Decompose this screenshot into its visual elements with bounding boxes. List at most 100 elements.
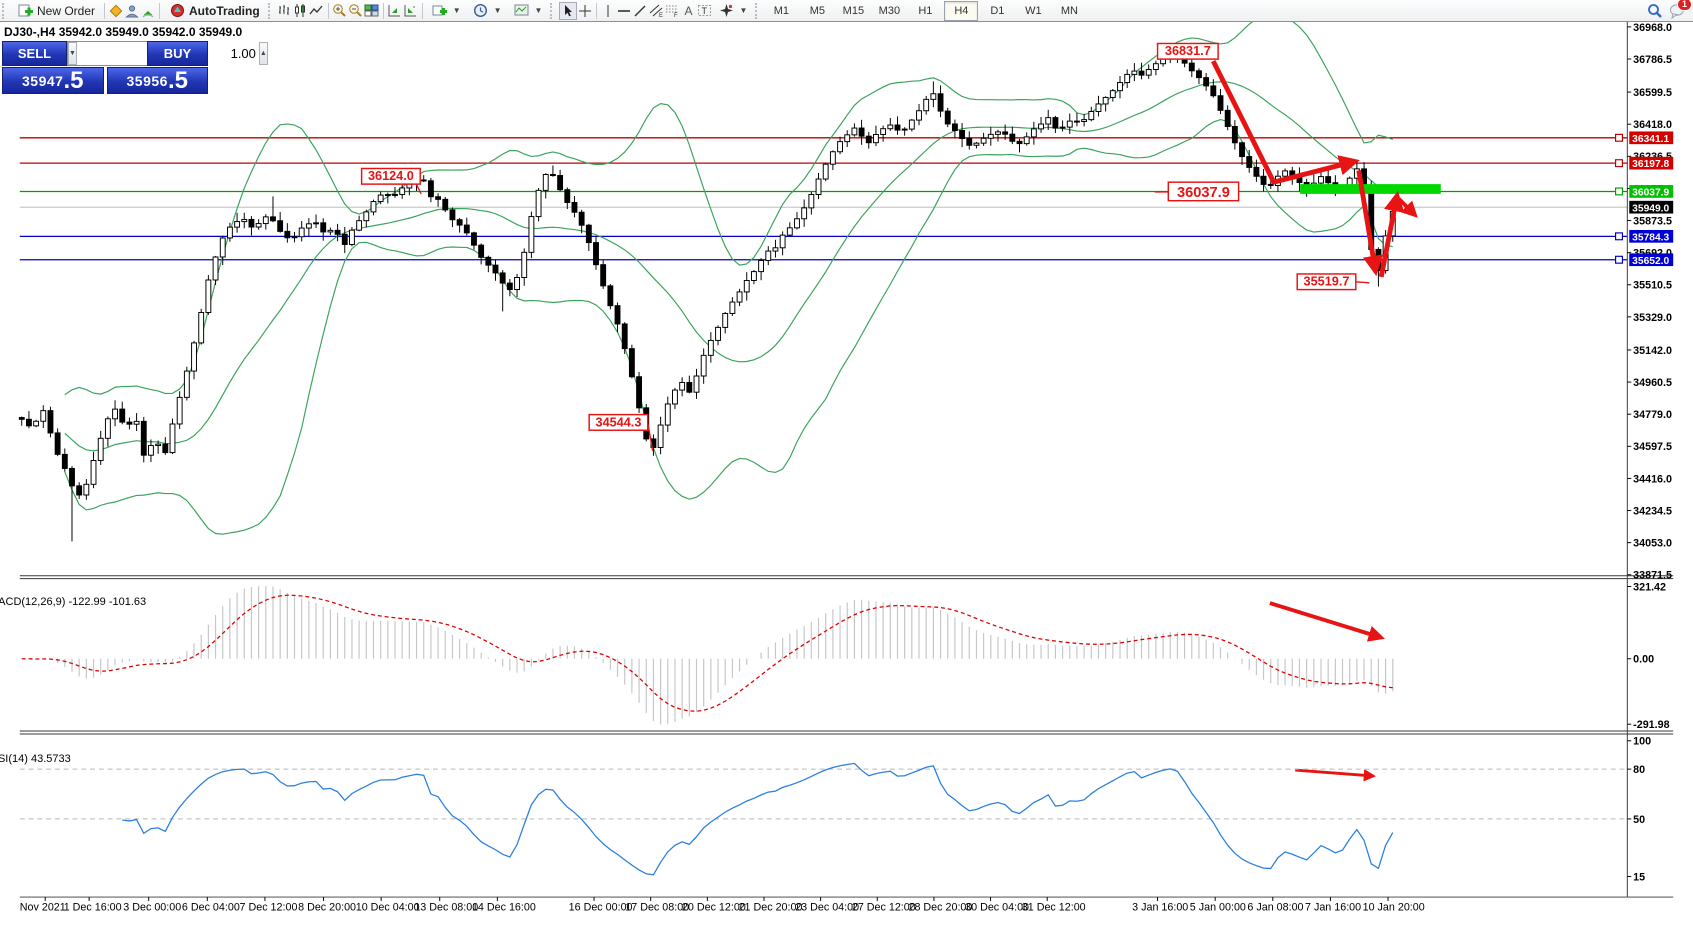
chart-ohlc-title: DJ30-,H4 35942.0 35949.0 35942.0 35949.0 — [4, 25, 243, 39]
shapes-button[interactable]: ▼ — [712, 0, 753, 22]
red-arrow-annotation[interactable] — [1211, 59, 1360, 185]
axes: 36968.036786.536599.536418.036236.536055… — [19, 22, 1674, 898]
time-tick-label: 8 Dec 20:00 — [298, 902, 356, 914]
price-tick-label: 35329.0 — [1633, 312, 1672, 324]
periods-button[interactable]: ▼ — [467, 0, 508, 22]
sell-button[interactable]: SELL — [2, 41, 67, 66]
price-label-annotations[interactable]: 36831.7 36124.0 36037.9 35519.7 34544.3 — [360, 42, 1370, 451]
candlestick-icon[interactable] — [293, 3, 309, 19]
channel-tool-icon[interactable]: E — [648, 3, 664, 19]
notifications-icon[interactable]: 1 — [1669, 0, 1692, 19]
text-tool-icon[interactable]: A — [684, 3, 693, 18]
add-indicator-button[interactable]: ▼ — [426, 0, 467, 22]
arrange-left-icon[interactable] — [387, 3, 403, 19]
timeframe-button-m30[interactable]: M30 — [878, 4, 901, 17]
line-endpoint-marker[interactable] — [1615, 232, 1624, 241]
sell-price-button[interactable]: 35947.5 — [2, 67, 104, 94]
cursor-icon[interactable] — [559, 1, 578, 20]
add-indicator-icon — [432, 3, 448, 19]
price-label-box[interactable] — [1156, 42, 1219, 60]
price-tick-label: 34960.5 — [1633, 377, 1672, 389]
clock-icon — [473, 3, 489, 19]
macd-tick-label: 0.00 — [1633, 654, 1654, 666]
line-endpoint-marker[interactable] — [1615, 255, 1624, 264]
label-tool-icon[interactable]: T — [696, 3, 712, 19]
sell-price-main: 35947 — [22, 73, 64, 89]
time-tick-label: 21 Dec 20:00 — [739, 902, 803, 914]
support-zone-band[interactable] — [1300, 184, 1441, 194]
volume-increase-button[interactable]: ▲ — [258, 42, 268, 65]
autotrading-button[interactable]: AutoTrading — [163, 0, 266, 22]
crosshair-icon[interactable] — [577, 3, 593, 19]
axis-price-badge-text: 36341.1 — [1632, 134, 1669, 145]
rsi-panel — [19, 762, 1628, 876]
price-label-text: 35519.7 — [1304, 275, 1350, 289]
horizontal-line-tool-icon[interactable] — [616, 3, 632, 19]
line-endpoint-marker[interactable] — [1615, 187, 1624, 196]
red-arrow-annotation[interactable] — [1269, 601, 1385, 642]
time-tick-label: 28 Dec 20:00 — [909, 902, 973, 914]
zoom-in-icon[interactable] — [332, 3, 348, 19]
red-arrow-annotation[interactable] — [1397, 197, 1418, 218]
volume-decrease-button[interactable]: ▼ — [67, 42, 77, 65]
price-label-box[interactable] — [360, 167, 421, 185]
line-chart-icon[interactable] — [309, 3, 325, 19]
gold-seal-icon[interactable] — [108, 3, 124, 19]
timeframe-button-m15[interactable]: M15 — [842, 4, 865, 17]
axis-price-badge — [1629, 185, 1674, 198]
price-label-box[interactable] — [1296, 273, 1357, 291]
time-tick-label: 30 Dec 04:00 — [965, 902, 1029, 914]
main-toolbar: New Order AutoTrading — [0, 0, 1693, 22]
zoom-out-icon[interactable] — [348, 3, 364, 19]
tile-windows-icon[interactable] — [364, 3, 380, 19]
price-label-text: 36831.7 — [1165, 44, 1211, 58]
buy-button[interactable]: BUY — [146, 41, 208, 66]
timeframe-button-mn[interactable]: MN — [1060, 4, 1078, 17]
time-tick-label: 7 Dec 12:00 — [240, 902, 298, 914]
macd-signal-line — [21, 594, 1393, 712]
timeframe-button-h1[interactable]: H1 — [918, 4, 933, 17]
timeframe-button-m1[interactable]: M1 — [773, 4, 790, 17]
timeframe-button-w1[interactable]: W1 — [1025, 4, 1042, 17]
shapes-icon — [718, 3, 734, 19]
arrange-right-icon[interactable] — [403, 3, 419, 19]
timeframe-button-m5[interactable]: M5 — [809, 4, 826, 17]
red-arrow-annotation[interactable] — [1378, 190, 1405, 278]
line-endpoint-marker[interactable] — [1615, 133, 1624, 142]
price-label-box[interactable] — [1167, 181, 1240, 202]
line-endpoint-marker[interactable] — [1615, 159, 1624, 168]
macd-panel — [21, 585, 1394, 725]
signal-icon[interactable] — [140, 3, 156, 19]
search-icon[interactable] — [1647, 3, 1663, 19]
price-tick-label: 34779.0 — [1633, 409, 1672, 421]
profile-icon[interactable] — [124, 3, 140, 19]
axis-price-badge — [1629, 156, 1674, 170]
new-order-button[interactable]: New Order — [11, 0, 101, 22]
sell-price-frac: .5 — [63, 67, 84, 94]
template-icon — [514, 3, 530, 19]
rsi-indicator-label: RSI(14) 43.5733 — [0, 753, 71, 765]
bollinger-upper — [64, 22, 1393, 396]
macd-tick-label: 321.42 — [1633, 581, 1666, 593]
price-label-box[interactable] — [588, 413, 649, 431]
candlestick-series — [18, 47, 1396, 542]
bar-chart-icon[interactable] — [277, 3, 293, 19]
vertical-line-tool-icon[interactable] — [600, 3, 616, 19]
timeframe-button-d1[interactable]: D1 — [990, 4, 1005, 17]
red-arrow-annotation[interactable] — [1295, 768, 1377, 782]
axis-price-badge-text: 35949.0 — [1632, 203, 1669, 214]
red-arrow-annotation[interactable] — [1356, 170, 1384, 277]
trendline-tool-icon[interactable] — [632, 3, 648, 19]
chart-area[interactable]: 36831.7 36124.0 36037.9 35519.7 34544.3 36968… — [0, 22, 1693, 941]
trend-arrows[interactable] — [1211, 59, 1418, 782]
templates-button[interactable]: ▼ — [508, 0, 549, 22]
rsi-tick-label: 80 — [1633, 764, 1645, 776]
time-tick-label: 23 Dec 04:00 — [795, 902, 859, 914]
rsi-tick-label: 15 — [1633, 871, 1645, 883]
fibonacci-tool-icon[interactable]: F — [664, 3, 680, 19]
buy-price-button[interactable]: 35956.5 — [106, 67, 208, 94]
axis-price-badge — [1629, 253, 1674, 267]
timeframe-button-h4[interactable]: H4 — [944, 0, 979, 21]
